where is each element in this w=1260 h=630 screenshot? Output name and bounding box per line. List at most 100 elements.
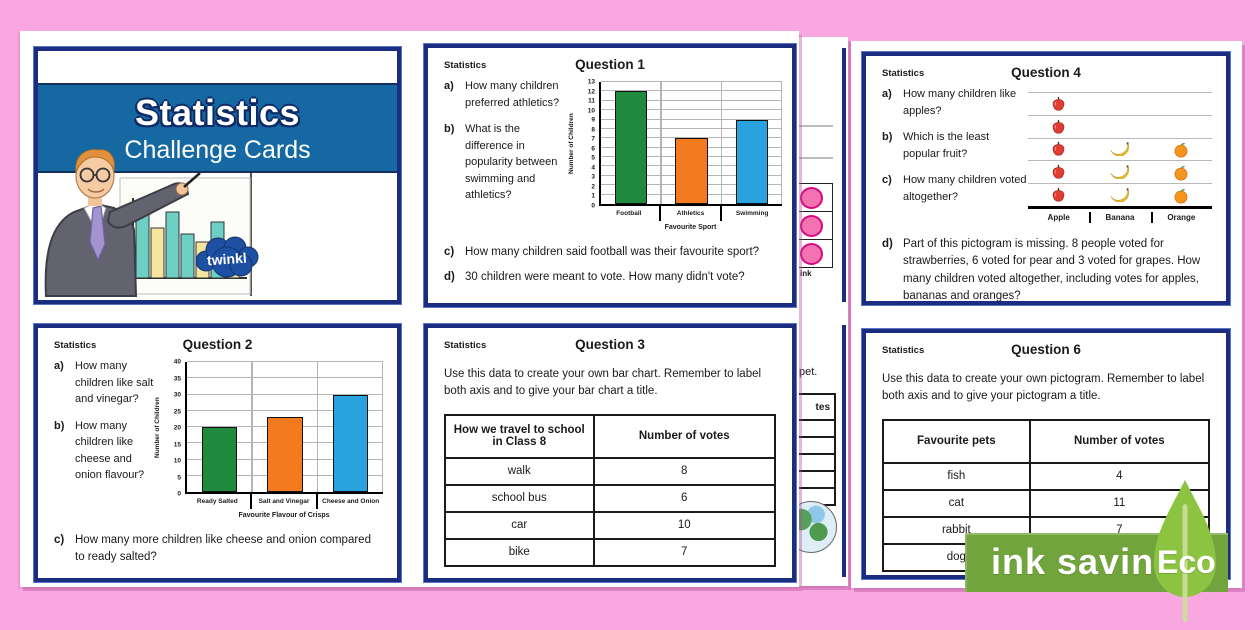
y-tick: 13 <box>587 78 595 86</box>
title-card-top-strip <box>38 51 397 83</box>
question-key: c) <box>444 246 455 258</box>
pictogram-cell <box>1089 184 1150 206</box>
column-separator <box>382 362 384 492</box>
bar-salt-and-vinegar <box>267 417 303 492</box>
question-text: How many children like apples? <box>903 88 1017 117</box>
question-text: How many more children like cheese and o… <box>75 534 371 564</box>
y-tick: 3 <box>591 173 595 181</box>
x-axis-title: Favourite Flavour of Crisps <box>238 512 330 519</box>
question-text: How many children preferred athletics? <box>465 80 560 109</box>
question-key: d) <box>444 271 455 284</box>
hidden-table-empty-row <box>799 472 834 489</box>
card-question-title: Question 3 <box>575 337 645 352</box>
pictogram-cell <box>1089 139 1150 161</box>
pictogram-cell <box>1028 184 1089 206</box>
question-text: Part of this pictogram is missing. 8 peo… <box>903 238 1201 302</box>
hidden-card-border <box>842 48 846 302</box>
question-key: c) <box>882 174 892 186</box>
card-question-title: Question 2 <box>182 337 253 352</box>
table-cell: walk <box>444 456 595 486</box>
gridline <box>601 81 782 82</box>
gridline <box>601 137 782 139</box>
question-text: What is the difference in popularity bet… <box>465 123 558 201</box>
bar-column <box>318 362 383 492</box>
gridline <box>187 377 383 379</box>
pen <box>183 172 201 188</box>
pictogram-cell <box>1028 93 1089 115</box>
presenter-man <box>44 149 201 297</box>
table-cell: 8 <box>592 456 776 486</box>
pictogram-cell <box>1151 116 1212 138</box>
bar-column <box>661 82 721 204</box>
fruit-pictogram: Apple Banana Orange <box>1028 92 1212 226</box>
hidden-pictogram-column <box>799 183 833 268</box>
column-separator <box>316 362 318 492</box>
gridline <box>601 118 782 120</box>
pictogram-labels: Apple Banana Orange <box>1028 209 1212 226</box>
crisps-bar-chart: Number of Children 0 5 10 15 20 25 30 35 40 Ready … <box>154 359 384 522</box>
question-key: a) <box>444 80 454 92</box>
pictogram-cell <box>1151 184 1212 206</box>
y-axis-label: Number of Children <box>154 397 161 459</box>
gridline <box>187 393 383 395</box>
y-tick: 9 <box>591 116 595 124</box>
y-tick: 15 <box>173 441 181 448</box>
question-text: Which is the least popular fruit? <box>903 131 990 160</box>
table-header: Favourite pets Number of votes <box>882 418 1211 464</box>
apple-icon <box>1052 165 1065 179</box>
gridline <box>601 90 782 92</box>
bar-column <box>601 82 661 204</box>
question-2-card: Statistics Question 2 a) How many childre… <box>34 324 401 582</box>
pictogram-cell <box>1028 139 1089 161</box>
apple-icon <box>1052 119 1065 134</box>
y-axis-ticks: 0 5 10 15 20 25 30 35 40 <box>166 359 185 498</box>
hidden-pictogram-gridline <box>799 125 833 127</box>
question-item: a) How many children preferred athletics? <box>444 78 568 111</box>
table-header-cell: How we travel to school in Class 8 <box>444 413 595 459</box>
title-illustration: twinkl <box>38 149 397 297</box>
y-tick: 25 <box>173 408 181 415</box>
twinkl-logo: twinkl <box>195 236 259 278</box>
resource-title: Statistics <box>134 92 301 133</box>
hidden-pictogram-gridline <box>799 157 833 159</box>
question-key: d) <box>882 238 893 250</box>
question-text: How many children like salt and vinegar? <box>75 360 154 405</box>
bar-swimming <box>735 119 769 204</box>
question-key: b) <box>54 419 65 432</box>
table-cell: 10 <box>592 510 776 540</box>
table-cell: car <box>444 510 595 540</box>
table-cell: fish <box>882 461 1031 491</box>
pictogram-cell <box>1028 161 1089 183</box>
table-body: walk 8 school bus 6 car 10 bike 7 <box>444 456 776 567</box>
chart-plot-area <box>185 361 384 494</box>
bar-ready-salted <box>202 427 238 492</box>
question-item: b) How many children like cheese and onio… <box>54 418 154 484</box>
question-list: a) How many children preferred athletics?… <box>444 78 568 234</box>
page-left: Statistics Challenge Cards <box>20 31 799 587</box>
card-topic-label: Statistics <box>444 60 487 71</box>
y-tick: 0 <box>591 202 595 210</box>
question-text: 30 children were meant to vote. How many… <box>465 271 745 284</box>
bar-column <box>187 362 252 492</box>
hidden-card-border <box>842 325 846 577</box>
eco-label: Eco <box>1157 544 1216 580</box>
hidden-pictogram-cell <box>799 184 832 211</box>
x-axis-labels: Football Athletics Swimming <box>599 206 782 221</box>
pictogram-category-label: Banana <box>1089 209 1150 226</box>
y-tick: 0 <box>177 490 181 498</box>
hidden-pictogram-cell <box>799 211 832 239</box>
y-tick: 30 <box>173 391 181 399</box>
pictogram-cell <box>1028 116 1089 138</box>
y-tick: 10 <box>587 107 595 115</box>
pink-circle-symbol <box>800 242 823 265</box>
hidden-table-empty-row <box>799 421 834 438</box>
y-tick: 11 <box>588 97 595 105</box>
table-row: school bus 6 <box>444 483 776 513</box>
y-tick: 4 <box>591 164 595 172</box>
chart-plot-area <box>599 81 783 206</box>
y-tick: 5 <box>591 154 595 162</box>
card-question-title: Question 6 <box>1011 342 1081 357</box>
table-cell: 6 <box>592 483 776 513</box>
task-instructions: Use this data to create your own bar cha… <box>444 368 762 398</box>
table-cell: rabbit <box>882 515 1031 545</box>
